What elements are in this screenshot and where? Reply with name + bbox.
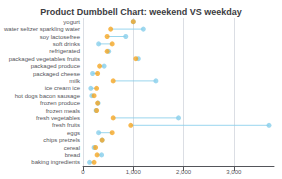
svg-text:fresh fruits: fresh fruits xyxy=(52,122,80,128)
svg-text:ice cream ice: ice cream ice xyxy=(45,85,81,91)
svg-text:3,000: 3,000 xyxy=(226,169,242,175)
svg-text:1,000: 1,000 xyxy=(126,169,142,175)
svg-text:bread: bread xyxy=(65,152,80,158)
svg-text:baking ingredients: baking ingredients xyxy=(31,159,80,165)
svg-text:soft drinks: soft drinks xyxy=(53,41,80,47)
svg-text:milk: milk xyxy=(69,78,81,84)
svg-text:Product Dumbbell Chart: weeken: Product Dumbbell Chart: weekend VS weekd… xyxy=(40,7,242,17)
svg-text:packaged cheese: packaged cheese xyxy=(33,71,81,77)
svg-text:water seltzer sparkling water: water seltzer sparkling water xyxy=(3,26,80,32)
svg-text:yogurt: yogurt xyxy=(63,19,80,25)
svg-text:0: 0 xyxy=(81,169,85,175)
svg-text:packaged produce: packaged produce xyxy=(31,63,81,69)
svg-text:refrigerated: refrigerated xyxy=(49,48,80,54)
svg-text:eggs: eggs xyxy=(67,130,80,136)
svg-text:2,000: 2,000 xyxy=(176,169,192,175)
svg-text:frozen meals: frozen meals xyxy=(46,108,80,114)
svg-text:cereal: cereal xyxy=(64,145,80,151)
svg-text:chips pretzels: chips pretzels xyxy=(43,137,80,143)
svg-text:soy lactosefree: soy lactosefree xyxy=(40,34,81,40)
svg-text:frozen produce: frozen produce xyxy=(40,100,81,106)
svg-text:hot dogs bacon sausage: hot dogs bacon sausage xyxy=(15,93,81,99)
svg-text:packaged vegetables fruits: packaged vegetables fruits xyxy=(9,56,80,62)
svg-text:fresh vegetables: fresh vegetables xyxy=(36,115,80,121)
